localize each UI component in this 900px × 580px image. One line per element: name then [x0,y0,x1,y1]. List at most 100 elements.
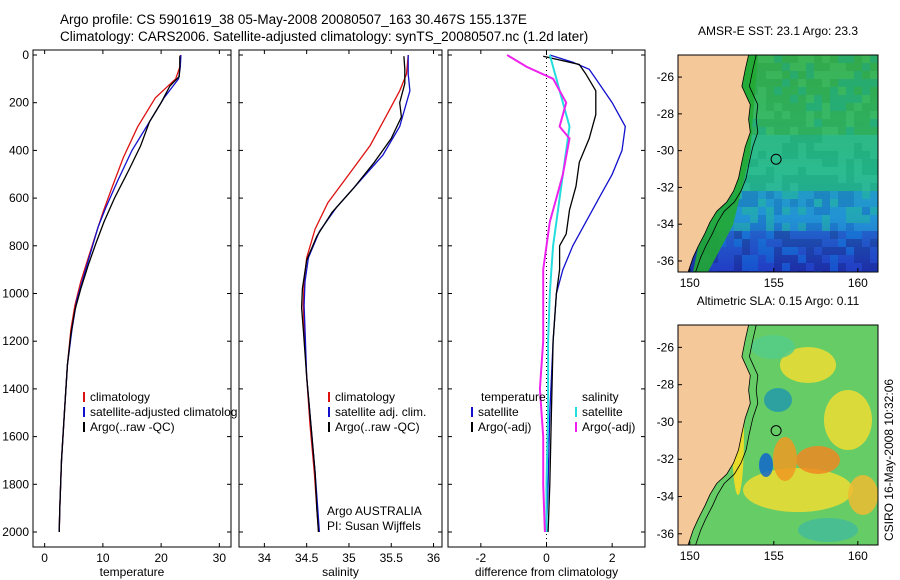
side-stamp: CSIRO 16-May-2008 10:32:06 [882,378,896,542]
map-panel-1: AMSR-E SST: 23.1 Argo: 23.3 150 155 160 -26 -… [657,24,879,290]
sst-cell [838,111,846,119]
sst-cell [766,183,774,191]
sst-cell [790,215,798,223]
sst-cell [798,159,806,167]
sst-cell [814,79,822,87]
sst-cell [862,135,870,143]
sst-cell [758,71,766,79]
sla-blob [798,518,858,542]
sst-cell [734,239,742,247]
sla-blob [780,347,836,383]
coastline [687,55,751,272]
sst-cell [814,63,822,71]
sst-cell [838,55,846,63]
sst-cell [742,207,750,215]
sst-cell [774,55,782,63]
sst-cell [782,191,790,199]
sst-cell [806,191,814,199]
sla-blob [751,335,795,359]
sst-cell [838,183,846,191]
sst-cell [814,207,822,215]
sst-cell [830,143,838,151]
sst-cell [830,127,838,135]
sst-cell [822,151,830,159]
sst-cell [758,199,766,207]
sst-cell [742,215,750,223]
sst-cell [734,263,742,271]
legend-label: Argo(-adj) [478,420,531,434]
sst-cell [774,191,782,199]
y-tick-label: 1400 [2,382,29,396]
sst-cell [758,111,766,119]
sst-cell [806,119,814,127]
sst-cell [830,55,838,63]
sst-cell [790,223,798,231]
sst-cell [854,143,862,151]
x-tick-label: 0 [41,551,48,565]
sst-cell [734,223,742,231]
sst-cell [806,183,814,191]
sst-cell [846,151,854,159]
sst-cell [862,263,870,271]
sst-cell [838,215,846,223]
sst-cell [734,215,742,223]
sst-cell [846,143,854,151]
sst-cell [814,239,822,247]
sst-cell [790,95,798,103]
sst-cell [814,255,822,263]
sst-cell [830,135,838,143]
sst-cell [870,223,878,231]
sst-cell [790,135,798,143]
sst-cell [830,151,838,159]
sst-cell [862,247,870,255]
sst-cell [830,183,838,191]
sst-cell [814,183,822,191]
sst-cell [758,255,766,263]
sst-cell [782,143,790,151]
sst-cell [854,183,862,191]
y-tick-label: 1600 [2,430,29,444]
sst-cell [742,255,750,263]
sst-cell [822,199,830,207]
sst-cell [766,79,774,87]
sst-cell [822,223,830,231]
sst-cell [838,231,846,239]
sst-cell [838,255,846,263]
sst-cell [758,159,766,167]
sst-cell [726,239,734,247]
sst-cell [750,127,758,135]
sst-cell [718,255,726,263]
sst-cell [758,215,766,223]
sst-cell [782,231,790,239]
sst-cell [846,95,854,103]
sst-cell [774,159,782,167]
sst-cell [798,239,806,247]
sst-cell [814,71,822,79]
sst-cell [710,263,718,271]
sst-cell [798,247,806,255]
sst-cell [854,175,862,183]
sst-cell [862,159,870,167]
legend-label: climatology [90,390,150,404]
sst-cell [814,223,822,231]
sst-cell [870,247,878,255]
x-tick-label: 35 [342,551,356,565]
map-x-tick-label: 150 [680,276,700,290]
sst-cell [822,143,830,151]
annotation: Argo AUSTRALIA [327,504,422,518]
sst-cell [750,191,758,199]
sst-cell [854,111,862,119]
sst-cell [774,127,782,135]
sst-cell [798,63,806,71]
map-x-tick-label: 155 [764,549,784,563]
sst-cell [790,71,798,79]
sst-cell [766,111,774,119]
sst-cell [798,223,806,231]
sst-cell [814,199,822,207]
sst-cell [798,167,806,175]
sst-cell [798,71,806,79]
sst-cell [862,95,870,103]
sst-cell [854,263,862,271]
sst-cell [790,239,798,247]
